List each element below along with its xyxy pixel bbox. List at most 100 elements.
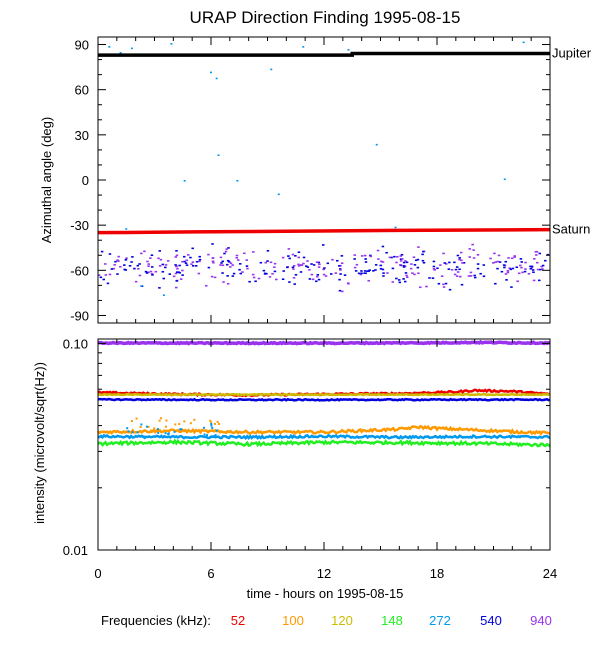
azimuth-point — [213, 276, 217, 279]
azimuth-point — [211, 257, 215, 259]
azimuth-point — [150, 254, 154, 257]
x-tick-label: 18 — [430, 566, 444, 581]
azimuth-point — [437, 282, 441, 285]
azimuth-point — [473, 276, 477, 279]
intensity-spike-point — [126, 427, 129, 430]
top-y-tick-label: 90 — [75, 38, 89, 53]
azimuth-point — [117, 255, 120, 258]
azimuth-point — [338, 268, 342, 270]
intensity-spike-point — [216, 420, 219, 423]
top-axes: 90 60 30 0 -30 -60 -90 — [70, 37, 551, 323]
azimuth-point — [450, 269, 454, 271]
azimuth-point — [544, 259, 547, 262]
azimuth-point — [459, 275, 462, 278]
intensity-series-540 — [97, 397, 551, 402]
azimuth-point — [297, 265, 301, 267]
intensity-spike-point — [164, 432, 167, 435]
azimuth-point — [297, 251, 301, 254]
direction-finding-data: Jupiter Saturn — [97, 41, 592, 296]
azimuth-point — [147, 263, 150, 265]
intensity-spike-point — [178, 423, 181, 426]
azimuth-point — [536, 268, 540, 271]
intensity-spike-point — [217, 423, 220, 426]
intensity-spike-point — [164, 425, 167, 428]
azimuth-point — [473, 274, 476, 277]
azimuth-point — [150, 266, 154, 268]
intensity-spike-point — [209, 419, 212, 422]
azimuth-point — [379, 267, 383, 270]
azimuth-point — [238, 268, 241, 271]
azimuth-point — [482, 264, 486, 266]
intensity-line-540 — [97, 397, 551, 402]
azimuth-point — [269, 261, 273, 264]
azimuth-point — [306, 260, 309, 262]
azimuth-point — [177, 271, 181, 274]
azimuth-point — [299, 271, 303, 273]
azimuth-point — [472, 249, 475, 251]
intensity-spike-point — [215, 429, 218, 432]
azimuth-point — [422, 250, 425, 253]
azimuth-point — [149, 270, 153, 273]
jupiter-reference-line — [98, 51, 550, 57]
azimuth-point — [146, 260, 149, 263]
azimuth-point — [235, 254, 239, 257]
azimuth-point — [496, 260, 499, 263]
azimuth-point — [161, 263, 165, 266]
azimuth-point — [402, 261, 406, 264]
azimuth-point — [157, 257, 160, 260]
azimuth-point — [476, 254, 480, 256]
azimuth-point — [281, 256, 285, 259]
azimuth-point — [425, 285, 428, 288]
intensity-spike-point — [189, 422, 192, 425]
azimuth-point — [99, 276, 103, 279]
azimuth-point — [432, 268, 436, 270]
azimuth-point — [382, 272, 385, 274]
azimuth-point — [183, 255, 186, 258]
azimuth-point — [252, 251, 255, 253]
azimuth-point — [395, 277, 398, 280]
azimuth-point — [181, 269, 184, 272]
top-y-axis-label: Azimuthal angle (deg) — [39, 117, 54, 243]
azimuth-point — [507, 257, 510, 259]
azimuth-point — [390, 256, 393, 259]
azimuth-point — [288, 281, 291, 283]
azimuth-point — [455, 275, 459, 277]
azimuth-point — [338, 289, 342, 292]
azimuth-point — [164, 264, 168, 266]
azimuth-point — [436, 267, 439, 270]
azimuth-point — [331, 258, 334, 261]
azimuth-point — [130, 261, 133, 263]
intensity-line-272 — [97, 433, 551, 441]
azimuth-point — [534, 251, 538, 253]
azimuth-point — [125, 257, 128, 260]
azimuth-point — [259, 261, 263, 264]
azimuth-point — [273, 262, 277, 265]
azimuth-point — [354, 270, 358, 272]
azimuth-point — [406, 276, 409, 279]
intensity-spike-point — [140, 423, 143, 426]
azimuth-point — [291, 266, 295, 269]
azimuth-point — [508, 267, 511, 269]
azimuth-point — [397, 279, 401, 281]
intensity-line-148 — [97, 438, 551, 448]
azimuth-point — [97, 274, 101, 276]
azimuth-point — [442, 286, 446, 288]
azimuth-point — [324, 275, 328, 277]
azimuth-point — [226, 282, 230, 285]
azimuth-point — [286, 266, 289, 269]
azimuth-point — [343, 274, 347, 276]
azimuth-point — [315, 280, 318, 283]
azimuth-point — [535, 254, 538, 256]
azimuth-point — [238, 263, 242, 265]
azimuth-point — [265, 272, 268, 275]
intensity-data — [97, 339, 551, 448]
azimuth-point — [416, 266, 420, 269]
azimuth-point — [221, 260, 224, 263]
intensity-spike-point — [145, 425, 148, 428]
azimuth-point — [521, 271, 524, 274]
azimuth-point — [102, 278, 105, 281]
x-axis-label: time - hours on 1995-08-15 — [247, 586, 404, 601]
azimuth-point — [503, 266, 506, 269]
azimuth-point — [257, 277, 261, 280]
azimuth-point — [360, 272, 363, 275]
